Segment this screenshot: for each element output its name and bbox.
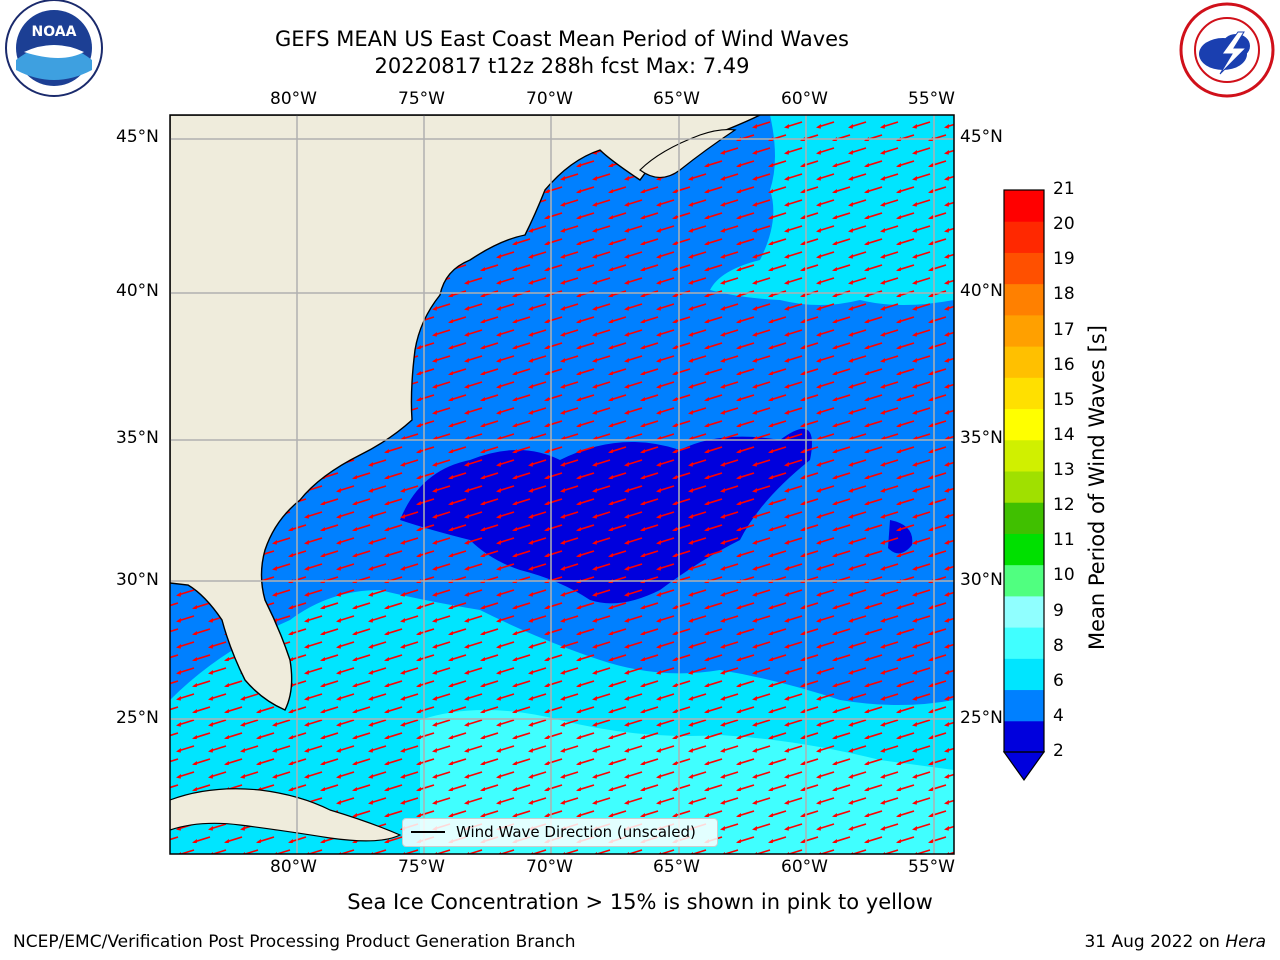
colorbar-block — [1004, 377, 1044, 410]
national-weather-service-logo-icon — [1176, 2, 1278, 98]
colorbar-tick: 16 — [1053, 354, 1075, 375]
lat-tick-right: 40°N — [960, 281, 1003, 301]
lat-tick-right: 35°N — [960, 428, 1003, 448]
colorbar-block — [1004, 595, 1044, 628]
colorbar-tick: 17 — [1053, 319, 1075, 340]
colorbar-block — [1004, 720, 1044, 753]
footer-date: 31 Aug 2022 on Hera — [1084, 932, 1266, 952]
legend-label: Wind Wave Direction (unscaled) — [456, 823, 696, 841]
noaa-logo-icon: NOAA — [2, 0, 106, 100]
land-north-america — [170, 115, 761, 711]
map-frame — [169, 114, 955, 855]
colorbar-block — [1004, 408, 1044, 441]
colorbar-block — [1004, 346, 1044, 378]
colorbar-block — [1004, 627, 1044, 659]
legend-line-icon — [411, 831, 445, 833]
lat-tick-left: 25°N — [116, 708, 159, 728]
lon-tick-bottom: 70°W — [526, 857, 573, 877]
footer-credit: NCEP/EMC/Verification Post Processing Pr… — [13, 932, 576, 952]
lat-tick-right: 45°N — [960, 127, 1003, 147]
lon-tick-top: 75°W — [398, 89, 445, 109]
colorbar-block — [1004, 533, 1044, 566]
footer-date-text: 31 Aug 2022 on — [1084, 932, 1220, 952]
lat-tick-left: 40°N — [116, 281, 159, 301]
sea-ice-note: Sea Ice Concentration > 15% is shown in … — [347, 890, 933, 914]
colorbar-extend-triangle — [1002, 751, 1046, 782]
colorbar-tick: 19 — [1053, 249, 1075, 270]
colorbar-tick: 20 — [1053, 214, 1075, 235]
lon-tick-top: 70°W — [526, 89, 573, 109]
colorbar-block — [1004, 689, 1044, 722]
colorbar-tick: 14 — [1053, 424, 1075, 445]
svg-text:NOAA: NOAA — [32, 24, 77, 40]
colorbar-tick: 10 — [1053, 565, 1075, 586]
colorbar-block — [1004, 190, 1044, 222]
map-legend: Wind Wave Direction (unscaled) — [402, 818, 718, 847]
colorbar — [1002, 189, 1046, 782]
land-nova-scotia — [639, 128, 737, 179]
colorbar-tick: 8 — [1053, 635, 1064, 656]
lat-tick-left: 35°N — [116, 428, 159, 448]
colorbar-label: Mean Period of Wind Waves [s] — [1085, 325, 1109, 650]
colorbar-block — [1004, 283, 1044, 316]
colorbar-tick: 2 — [1053, 741, 1064, 761]
colorbar-tick: 18 — [1053, 284, 1075, 305]
colorbar-tick: 9 — [1053, 600, 1064, 621]
colorbar-block — [1004, 252, 1044, 285]
colorbar-tick: 12 — [1053, 495, 1075, 516]
lon-tick-top: 60°W — [781, 89, 828, 109]
lat-tick-left: 30°N — [116, 570, 159, 590]
colorbar-block — [1004, 564, 1044, 597]
colorbar-block — [1004, 221, 1044, 253]
lon-tick-bottom: 55°W — [908, 857, 955, 877]
colorbar-tick: 6 — [1053, 670, 1064, 691]
map-gridlines — [170, 115, 954, 854]
lon-tick-bottom: 80°W — [270, 857, 317, 877]
colorbar-frame — [1003, 189, 1045, 753]
chart-subtitle: 20220817 t12z 288h fcst Max: 7.49 — [374, 54, 750, 78]
lon-tick-top: 55°W — [908, 89, 955, 109]
colorbar-block — [1004, 439, 1044, 472]
lon-tick-top: 65°W — [653, 89, 700, 109]
chart-title: GEFS MEAN US East Coast Mean Period of W… — [275, 27, 849, 51]
lon-tick-bottom: 60°W — [781, 857, 828, 877]
lat-tick-right: 30°N — [960, 570, 1003, 590]
colorbar-tick: 11 — [1053, 530, 1075, 551]
footer-host: Hera — [1225, 932, 1266, 952]
colorbar-tick: 4 — [1053, 705, 1064, 726]
colorbar-block — [1004, 314, 1044, 347]
colorbar-tick: 15 — [1053, 389, 1075, 410]
land-cuba — [170, 788, 402, 842]
lon-tick-bottom: 65°W — [653, 857, 700, 877]
colorbar-block — [1004, 471, 1044, 503]
colorbar-tick: 13 — [1053, 460, 1075, 480]
colorbar-tick: 21 — [1053, 179, 1075, 199]
lat-tick-right: 25°N — [960, 708, 1003, 728]
colorbar-block — [1004, 658, 1044, 691]
lat-tick-left: 45°N — [116, 127, 159, 147]
lon-tick-top: 80°W — [270, 89, 317, 109]
colorbar-block — [1004, 502, 1044, 534]
lon-tick-bottom: 75°W — [398, 857, 445, 877]
